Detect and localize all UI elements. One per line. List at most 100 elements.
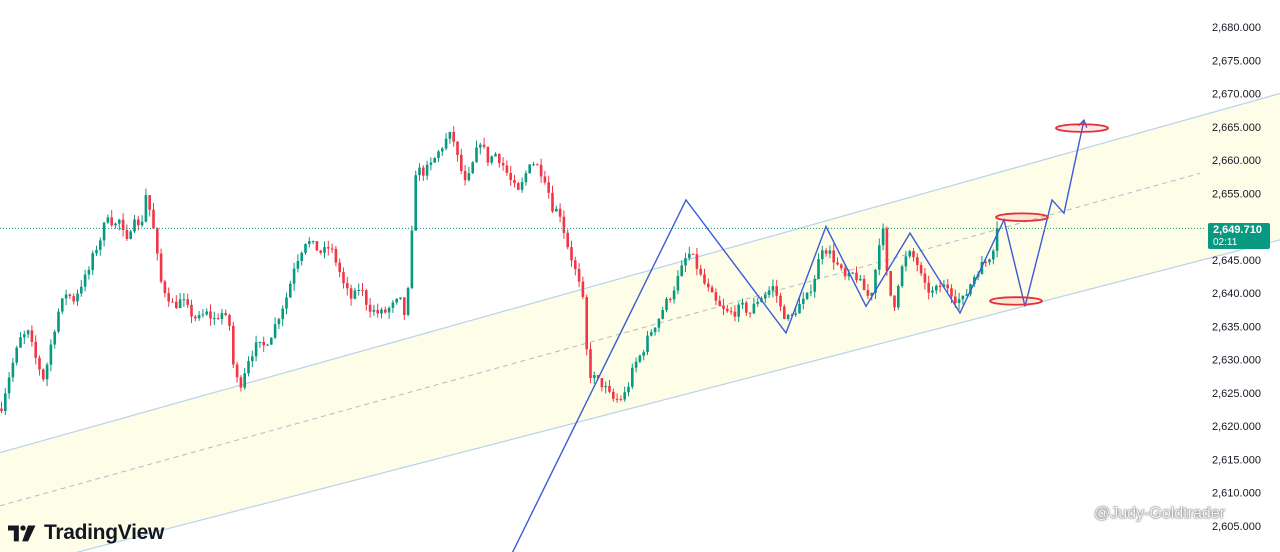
- candle-up: [528, 164, 531, 174]
- candle-up: [304, 243, 307, 253]
- candle-down: [577, 269, 581, 282]
- candle-up: [220, 313, 224, 319]
- candle-down: [954, 296, 957, 304]
- candle-down: [722, 305, 725, 309]
- candle-up: [650, 332, 653, 336]
- channel-fill: [0, 93, 1280, 552]
- candle-down: [38, 357, 41, 370]
- candle-down: [855, 272, 858, 281]
- candle-up: [277, 319, 281, 325]
- candlestick-series: [0, 126, 999, 416]
- candle-down: [167, 293, 170, 302]
- candle-up: [205, 311, 208, 315]
- candle-down: [148, 195, 151, 210]
- candle-up: [794, 313, 797, 315]
- candle-down: [783, 306, 786, 320]
- candle-down: [600, 378, 604, 388]
- candle-down: [42, 369, 45, 380]
- target-ellipse[interactable]: [1055, 123, 1109, 133]
- candle-down: [984, 262, 987, 264]
- candle-up: [300, 252, 303, 261]
- candle-up: [992, 250, 995, 260]
- candle-down: [72, 296, 75, 302]
- candle-down: [349, 288, 353, 299]
- candle-up: [973, 277, 976, 285]
- candle-up: [798, 303, 801, 314]
- candle-up: [490, 156, 493, 163]
- candle-down: [342, 272, 345, 284]
- y-tick-label: 2,645.000: [1212, 255, 1261, 267]
- candle-down: [235, 364, 239, 378]
- candle-up: [878, 245, 881, 270]
- candle-down: [121, 219, 125, 231]
- candle-down: [775, 286, 778, 296]
- candle-up: [247, 361, 250, 374]
- candle-up: [479, 144, 482, 148]
- candle-up: [49, 344, 53, 365]
- candle-up: [809, 291, 813, 293]
- candle-down: [186, 299, 189, 305]
- candle-up: [372, 309, 376, 312]
- candle-down: [456, 141, 459, 155]
- current-price-label: 2,649.710: [1213, 224, 1262, 236]
- candle-up: [243, 373, 246, 388]
- candle-down: [710, 287, 714, 293]
- candle-down: [574, 260, 577, 270]
- candle-down: [327, 247, 330, 249]
- candle-down: [840, 264, 843, 269]
- forecast-polyline[interactable]: [506, 119, 1085, 552]
- candle-down: [171, 301, 174, 303]
- candle-up: [387, 307, 391, 313]
- candle-down: [539, 164, 543, 177]
- candle-up: [429, 162, 433, 165]
- candle-down: [156, 228, 159, 254]
- channel-lower-line[interactable]: [0, 239, 1280, 552]
- candle-down: [110, 217, 113, 226]
- target-ellipses[interactable]: [989, 123, 1109, 306]
- candle-down: [315, 241, 319, 251]
- price-axis[interactable]: 2,680.000 2,675.000 2,670.000 2,665.000 2,66…: [1212, 22, 1261, 533]
- brand-watermark[interactable]: TradingView: [8, 521, 164, 545]
- y-tick-label: 2,665.000: [1212, 122, 1261, 134]
- candle-up: [802, 298, 805, 304]
- candle-up: [851, 272, 854, 274]
- candle-up: [57, 311, 60, 332]
- candle-up: [296, 260, 300, 269]
- candle-down: [403, 297, 406, 315]
- candle-up: [520, 182, 524, 190]
- candle-up: [494, 153, 497, 157]
- candle-up: [99, 240, 102, 250]
- candle-up: [391, 302, 395, 308]
- candle-up: [254, 342, 258, 357]
- candle-up: [15, 347, 18, 363]
- candle-down: [927, 282, 930, 293]
- candle-down: [570, 247, 573, 261]
- candle-down: [585, 297, 588, 350]
- candle-up: [897, 286, 900, 308]
- candle-up: [19, 337, 22, 348]
- target-ellipse[interactable]: [989, 296, 1043, 306]
- candle-down: [748, 312, 752, 314]
- candle-down: [505, 165, 509, 173]
- candle-up: [213, 318, 216, 320]
- channel-upper-line[interactable]: [0, 92, 1280, 454]
- target-ellipse[interactable]: [995, 212, 1049, 222]
- candle-up: [680, 265, 683, 276]
- y-tick-label: 2,615.000: [1212, 454, 1261, 466]
- candle-up: [106, 217, 110, 223]
- candle-down: [460, 154, 463, 171]
- candle-up: [555, 208, 558, 212]
- candle-up: [786, 314, 790, 320]
- candle-down: [159, 253, 163, 282]
- candle-up: [627, 386, 630, 393]
- candle-up: [76, 293, 79, 302]
- candle-up: [935, 285, 938, 291]
- candle-up: [53, 331, 56, 345]
- candle-down: [885, 228, 889, 271]
- candle-down: [581, 281, 585, 298]
- candle-down: [615, 398, 619, 400]
- candle-up: [965, 294, 968, 296]
- candle-down: [330, 248, 334, 250]
- candle-up: [357, 289, 360, 291]
